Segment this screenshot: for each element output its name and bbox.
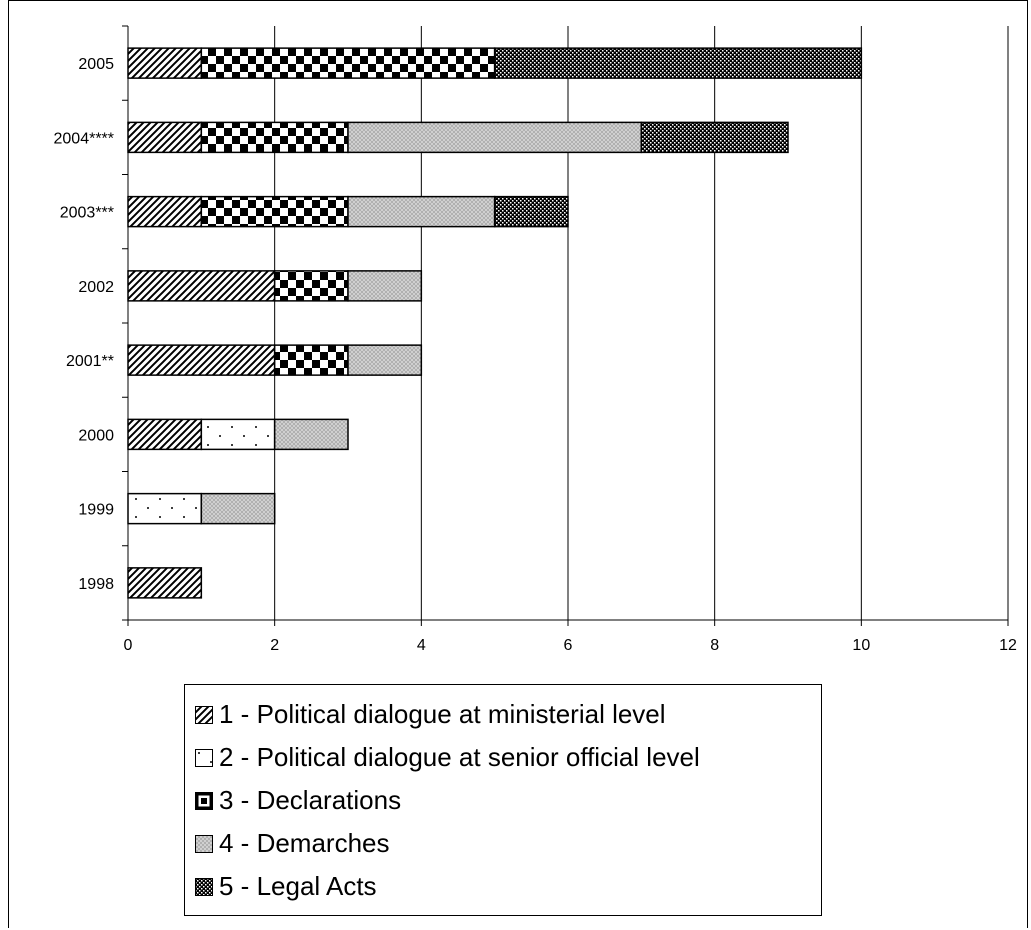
bar-segment xyxy=(200,492,276,525)
chart-frame xyxy=(8,0,1028,928)
legend-label-legal-acts: 5 - Legal Acts xyxy=(219,871,377,901)
legend-label-senior-official: 2 - Political dialogue at senior officia… xyxy=(219,742,700,772)
bar-segment xyxy=(200,121,349,154)
legend-label-ministerial: 1 - Political dialogue at ministerial le… xyxy=(219,699,666,729)
bar-segment xyxy=(127,418,203,451)
bar-segment xyxy=(127,195,203,228)
bar-segment xyxy=(273,418,349,451)
legend-swatch-senior-official xyxy=(195,748,213,767)
bar-segment xyxy=(127,47,203,79)
y-tick-label: 2002 xyxy=(78,279,114,296)
y-tick-label: 2000 xyxy=(78,427,114,444)
legend-swatch-demarches xyxy=(195,834,213,853)
x-tick-label: 2 xyxy=(270,637,279,654)
legend: 1 - Political dialogue at ministerial le… xyxy=(184,684,822,916)
bar-segment xyxy=(127,567,203,599)
bar-segment xyxy=(273,270,349,302)
bar-segment xyxy=(347,344,423,376)
x-tick-label: 8 xyxy=(710,637,719,654)
legend-swatch-legal-acts xyxy=(195,877,213,896)
bar-segment xyxy=(127,492,203,525)
legend-item: 3 - Declarations xyxy=(185,779,821,822)
bar-segment xyxy=(127,270,276,302)
x-tick-label: 4 xyxy=(417,637,426,654)
legend-swatch-declarations xyxy=(195,791,213,810)
y-tick-label: 1999 xyxy=(78,502,114,519)
legend-item: 1 - Political dialogue at ministerial le… xyxy=(185,693,821,736)
legend-swatch-ministerial xyxy=(195,705,213,724)
bar-segment xyxy=(347,270,423,302)
legend-label-demarches: 4 - Demarches xyxy=(219,828,390,858)
bar-segment xyxy=(493,47,863,79)
x-tick-label: 6 xyxy=(564,637,573,654)
legend-item: 5 - Legal Acts xyxy=(185,865,821,908)
y-tick-label: 2004**** xyxy=(54,130,115,147)
y-tick-label: 1998 xyxy=(78,576,114,593)
x-tick-label: 0 xyxy=(124,637,133,654)
bar-segment xyxy=(200,418,276,451)
bar-segment xyxy=(200,195,349,228)
y-tick-label: 2003*** xyxy=(60,205,114,222)
x-tick-label: 10 xyxy=(852,637,870,654)
y-tick-label: 2001** xyxy=(66,353,114,370)
legend-item: 4 - Demarches xyxy=(185,822,821,865)
bar-segment xyxy=(347,121,643,154)
legend-item: 2 - Political dialogue at senior officia… xyxy=(185,736,821,779)
bar-segment xyxy=(273,344,349,376)
y-tick-label: 2005 xyxy=(78,56,114,73)
legend-label-declarations: 3 - Declarations xyxy=(219,785,402,815)
bar-segment xyxy=(493,195,569,228)
bar-segment xyxy=(127,121,203,154)
bar-segment xyxy=(640,121,789,154)
chart-plot: 1998 1999 2000 2001** 2002 2003*** 2004**** 200… xyxy=(54,25,1017,654)
bar-segment xyxy=(200,47,496,79)
bar-segment xyxy=(127,344,276,376)
bar-segment xyxy=(347,195,496,228)
x-tick-label: 12 xyxy=(999,637,1017,654)
